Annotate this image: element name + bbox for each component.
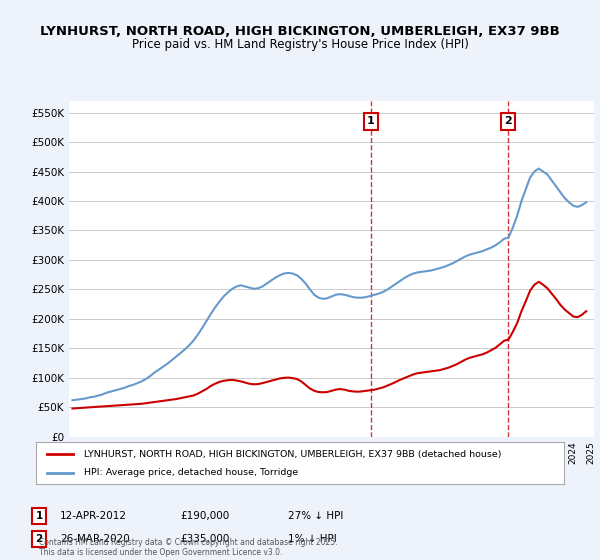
Text: 2: 2 (35, 534, 43, 544)
Text: 1: 1 (35, 511, 43, 521)
Text: LYNHURST, NORTH ROAD, HIGH BICKINGTON, UMBERLEIGH, EX37 9BB (detached house): LYNHURST, NORTH ROAD, HIGH BICKINGTON, U… (83, 450, 501, 459)
Text: £190,000: £190,000 (180, 511, 229, 521)
Text: HPI: Average price, detached house, Torridge: HPI: Average price, detached house, Torr… (83, 468, 298, 477)
Text: 2: 2 (504, 116, 512, 127)
Text: £335,000: £335,000 (180, 534, 229, 544)
Text: 1% ↓ HPI: 1% ↓ HPI (288, 534, 337, 544)
Text: 12-APR-2012: 12-APR-2012 (60, 511, 127, 521)
Text: Contains HM Land Registry data © Crown copyright and database right 2025.
This d: Contains HM Land Registry data © Crown c… (39, 538, 337, 557)
Text: Price paid vs. HM Land Registry's House Price Index (HPI): Price paid vs. HM Land Registry's House … (131, 38, 469, 50)
Text: 27% ↓ HPI: 27% ↓ HPI (288, 511, 343, 521)
Text: 1: 1 (367, 116, 375, 127)
Text: LYNHURST, NORTH ROAD, HIGH BICKINGTON, UMBERLEIGH, EX37 9BB: LYNHURST, NORTH ROAD, HIGH BICKINGTON, U… (40, 25, 560, 38)
Text: 26-MAR-2020: 26-MAR-2020 (60, 534, 130, 544)
